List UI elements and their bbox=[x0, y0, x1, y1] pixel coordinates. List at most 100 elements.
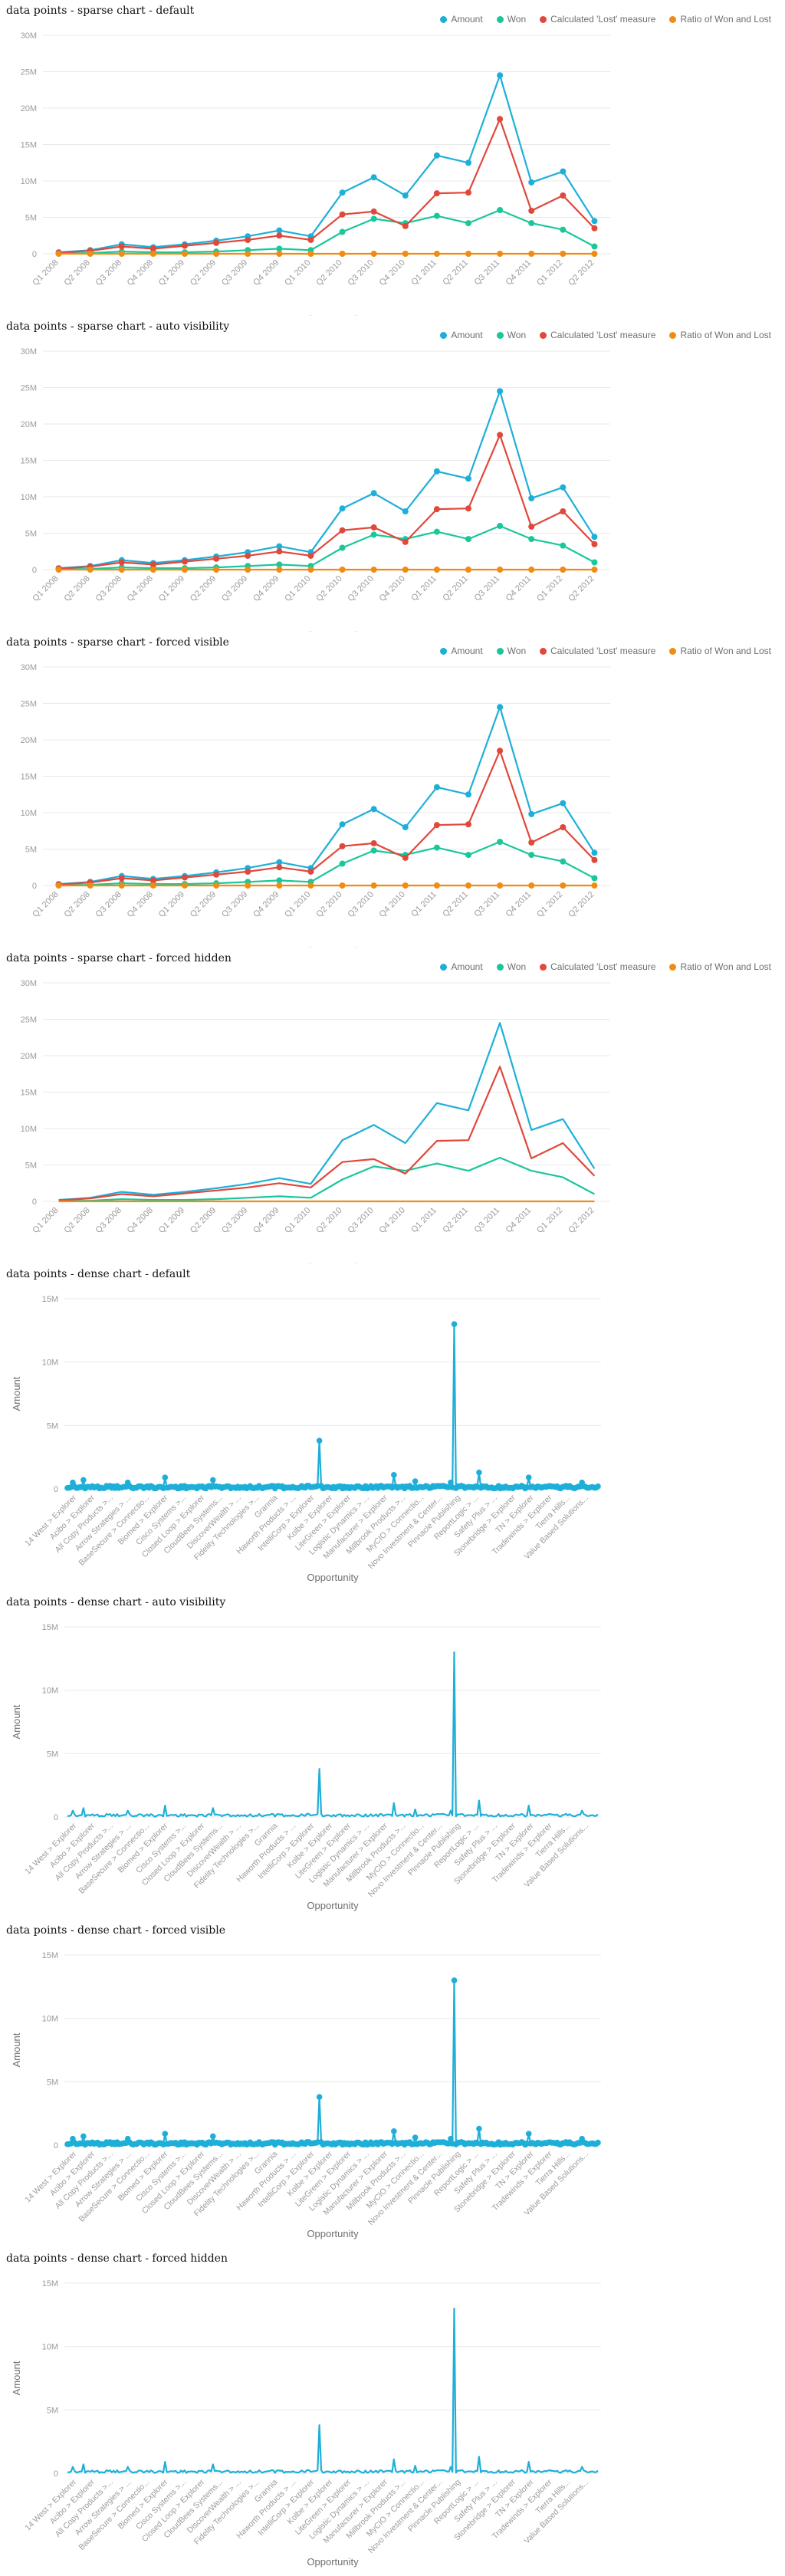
data-point-amount bbox=[80, 2133, 87, 2140]
chart-legend[interactable]: Amount Won Calculated 'Lost' measure Rat… bbox=[440, 961, 771, 972]
legend-item-ratio[interactable]: Ratio of Won and Lost bbox=[669, 646, 771, 656]
legend-item-ratio[interactable]: Ratio of Won and Lost bbox=[669, 961, 771, 972]
data-point-ratio-of-won-and-lost bbox=[55, 567, 62, 573]
x-tick-label: Q1 2011 bbox=[409, 890, 438, 919]
data-point-won bbox=[339, 228, 346, 235]
x-tick-label: Q4 2011 bbox=[504, 258, 534, 288]
legend-label: Amount bbox=[451, 330, 483, 340]
legend-item-won[interactable]: Won bbox=[496, 646, 527, 656]
legend-label: Ratio of Won and Lost bbox=[680, 646, 771, 656]
legend-item-ratio[interactable]: Ratio of Won and Lost bbox=[669, 330, 771, 340]
chart-panel-sparse-forced-hidden: data points - sparse chart - forced hidd… bbox=[0, 948, 785, 1263]
data-point-amount bbox=[528, 810, 535, 817]
data-point-amount bbox=[497, 388, 504, 395]
legend-item-lost[interactable]: Calculated 'Lost' measure bbox=[540, 646, 655, 656]
y-tick-label: 15M bbox=[42, 1295, 58, 1304]
data-point-won bbox=[370, 847, 377, 854]
x-tick-label: Q3 2009 bbox=[220, 890, 249, 919]
x-tick-label: Q4 2009 bbox=[251, 574, 281, 603]
data-point-ratio-of-won-and-lost bbox=[402, 251, 409, 257]
data-point-won bbox=[560, 226, 567, 233]
chart-legend[interactable]: Amount Won Calculated 'Lost' measure Rat… bbox=[440, 14, 771, 25]
data-point-calculated-lost-measure bbox=[149, 245, 156, 252]
y-tick-label: 30M bbox=[21, 979, 37, 988]
data-point-calculated-lost-measure bbox=[528, 523, 535, 530]
x-axis-title: Opportunity bbox=[307, 2556, 359, 2568]
x-tick-label: Q2 2011 bbox=[441, 258, 470, 288]
legend-item-lost[interactable]: Calculated 'Lost' measure bbox=[540, 330, 655, 340]
legend-label: Won bbox=[507, 14, 527, 25]
legend-item-amount[interactable]: Amount bbox=[440, 14, 483, 25]
data-point-ratio-of-won-and-lost bbox=[182, 567, 188, 573]
y-tick-label: 30M bbox=[21, 31, 37, 41]
data-point-amount bbox=[595, 1483, 601, 1490]
legend-label: Ratio of Won and Lost bbox=[680, 961, 771, 972]
legend-item-won[interactable]: Won bbox=[496, 961, 526, 972]
legend-label: Won bbox=[507, 646, 527, 656]
legend-dot-icon bbox=[540, 15, 547, 23]
legend-item-lost[interactable]: Calculated 'Lost' measure bbox=[540, 14, 655, 25]
legend-label: Amount bbox=[451, 14, 483, 25]
data-point-amount bbox=[528, 179, 535, 186]
data-point-calculated-lost-measure bbox=[497, 748, 504, 754]
data-point-amount bbox=[476, 1469, 482, 1476]
y-tick-label: 15M bbox=[21, 457, 37, 466]
data-point-calculated-lost-measure bbox=[370, 208, 377, 215]
y-tick-label: 5M bbox=[25, 214, 37, 223]
x-tick-label: Q4 2009 bbox=[251, 890, 281, 919]
panel-title: data points - sparse chart - forced hidd… bbox=[6, 952, 232, 964]
data-point-calculated-lost-measure bbox=[339, 527, 346, 534]
data-point-won bbox=[370, 531, 377, 538]
data-point-amount bbox=[433, 152, 440, 159]
data-point-won bbox=[591, 559, 598, 566]
data-point-won bbox=[528, 220, 535, 227]
legend-label: Calculated 'Lost' measure bbox=[550, 14, 656, 25]
x-tick-label: Q2 2011 bbox=[441, 1206, 470, 1235]
data-point-ratio-of-won-and-lost bbox=[528, 251, 535, 257]
legend-dot-icon bbox=[496, 331, 504, 339]
data-point-calculated-lost-measure bbox=[560, 192, 567, 199]
data-point-amount bbox=[448, 1479, 454, 1486]
x-tick-label: Q4 2008 bbox=[126, 574, 155, 603]
legend-item-won[interactable]: Won bbox=[496, 14, 527, 25]
chart-panel-sparse-auto-visibility: data points - sparse chart - auto visibi… bbox=[0, 316, 785, 632]
y-tick-label: 10M bbox=[21, 177, 37, 186]
data-point-amount bbox=[412, 1478, 419, 1484]
legend-item-won[interactable]: Won bbox=[496, 330, 526, 340]
x-tick-label: Q2 2009 bbox=[189, 890, 218, 919]
legend-item-amount[interactable]: Amount bbox=[440, 646, 483, 656]
data-point-calculated-lost-measure bbox=[245, 552, 251, 559]
x-tick-label: Q3 2009 bbox=[220, 1206, 249, 1235]
x-tick-label: Q1 2011 bbox=[409, 574, 438, 603]
legend-label: Calculated 'Lost' measure bbox=[550, 961, 656, 972]
x-tick-label: Q3 2008 bbox=[94, 258, 123, 288]
series-line-won bbox=[58, 1156, 595, 1202]
chart-panel-sparse-default: data points - sparse chart - default Amo… bbox=[0, 0, 785, 316]
x-tick-label: Q3 2011 bbox=[472, 890, 501, 919]
data-point-amount bbox=[209, 2133, 216, 2140]
data-point-ratio-of-won-and-lost bbox=[118, 251, 125, 257]
chart-legend[interactable]: Amount Won Calculated 'Lost' measure Rat… bbox=[440, 330, 771, 340]
chart-legend[interactable]: Amount Won Calculated 'Lost' measure Rat… bbox=[440, 646, 771, 656]
legend-item-amount[interactable]: Amount bbox=[440, 330, 483, 340]
legend-item-amount[interactable]: Amount bbox=[440, 961, 483, 972]
panel-title: data points - sparse chart - default bbox=[6, 5, 195, 17]
data-point-ratio-of-won-and-lost bbox=[149, 882, 156, 889]
x-tick-label: Q4 2011 bbox=[504, 890, 534, 919]
data-point-ratio-of-won-and-lost bbox=[245, 251, 251, 257]
x-axis-title: Opportunity bbox=[307, 1572, 359, 1583]
data-point-amount bbox=[391, 2128, 397, 2134]
legend-item-lost[interactable]: Calculated 'Lost' measure bbox=[540, 961, 655, 972]
x-tick-label: Q1 2010 bbox=[283, 890, 312, 919]
data-point-amount bbox=[433, 468, 440, 475]
data-point-ratio-of-won-and-lost bbox=[465, 882, 471, 889]
legend-item-ratio[interactable]: Ratio of Won and Lost bbox=[669, 14, 771, 25]
x-tick-label: Q3 2008 bbox=[94, 890, 123, 919]
y-tick-label: 5M bbox=[47, 1421, 58, 1431]
y-tick-label: 15M bbox=[21, 1089, 37, 1098]
data-point-calculated-lost-measure bbox=[497, 432, 504, 439]
data-point-won bbox=[497, 839, 504, 845]
x-axis-title: Created - Quarter/Year bbox=[276, 314, 377, 316]
